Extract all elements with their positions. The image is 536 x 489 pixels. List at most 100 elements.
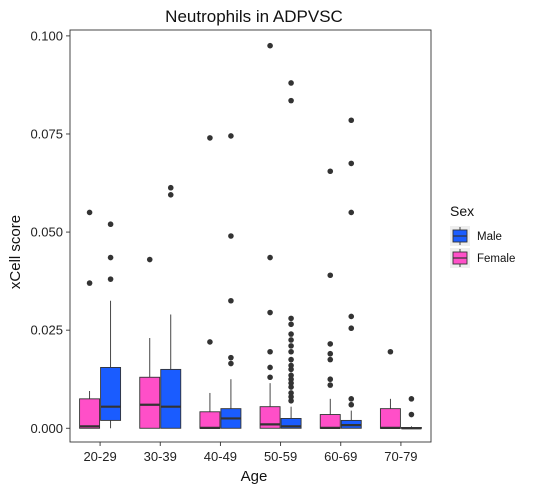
outlier-point bbox=[288, 390, 294, 396]
box-female-40-49 bbox=[199, 135, 221, 429]
outlier-point bbox=[348, 396, 355, 402]
legend-label-male: Male bbox=[477, 231, 502, 243]
outlier-point bbox=[327, 350, 334, 357]
box-body bbox=[79, 398, 101, 429]
outlier-point bbox=[86, 209, 93, 216]
legend: Sex Male Female bbox=[450, 203, 515, 268]
plot-panel-border bbox=[69, 29, 432, 443]
box-male-30-39 bbox=[160, 184, 182, 429]
outlier-point bbox=[167, 184, 174, 191]
legend-item-male: Male bbox=[450, 226, 502, 246]
outlier-point bbox=[288, 348, 294, 355]
x-tick-label: 60-69 bbox=[324, 449, 357, 464]
outlier-point bbox=[288, 372, 294, 379]
outlier-point bbox=[288, 331, 294, 337]
box-male-40-49 bbox=[220, 133, 242, 429]
outlier-point bbox=[146, 256, 153, 263]
box-body bbox=[379, 408, 401, 429]
outlier-point bbox=[267, 254, 273, 261]
outlier-point bbox=[267, 42, 273, 49]
box-male-60-69 bbox=[340, 117, 362, 429]
outlier-point bbox=[86, 280, 93, 286]
outlier-point bbox=[228, 360, 234, 367]
legend-label-female: Female bbox=[477, 253, 515, 265]
outlier-point bbox=[207, 339, 213, 345]
chart-title: Neutrophils in ADPVSC bbox=[165, 7, 343, 26]
x-axis-title: Age bbox=[241, 468, 268, 485]
outlier-point bbox=[288, 337, 294, 343]
outlier-point bbox=[288, 80, 294, 86]
box-body bbox=[160, 368, 182, 429]
y-tick-label: 0.100 bbox=[30, 28, 63, 43]
outlier-point bbox=[207, 135, 213, 141]
outlier-point bbox=[267, 348, 273, 355]
outlier-point bbox=[228, 133, 234, 139]
box-female-60-69 bbox=[319, 168, 341, 429]
box-body bbox=[100, 366, 122, 421]
box-body bbox=[199, 411, 221, 429]
x-tick-label: 70-79 bbox=[384, 449, 417, 464]
outlier-point bbox=[288, 315, 294, 322]
outlier-point bbox=[288, 343, 294, 349]
outlier-point bbox=[288, 376, 294, 383]
x-tick-label: 40-49 bbox=[204, 449, 237, 464]
outlier-point bbox=[348, 209, 355, 216]
box-female-30-39 bbox=[139, 256, 161, 429]
outlier-point bbox=[107, 254, 114, 261]
y-tick-label: 0.000 bbox=[30, 421, 63, 436]
outlier-point bbox=[167, 192, 174, 198]
outlier-point bbox=[348, 401, 355, 408]
outlier-point bbox=[288, 394, 294, 400]
outlier-point bbox=[348, 313, 355, 320]
box-body bbox=[319, 414, 341, 429]
outlier-point bbox=[327, 341, 334, 347]
outlier-point bbox=[107, 276, 114, 282]
box-male-70-79 bbox=[400, 396, 422, 430]
box-male-50-59 bbox=[280, 80, 302, 429]
box-female-20-29 bbox=[79, 209, 101, 429]
outlier-point bbox=[408, 411, 415, 418]
box-male-20-29 bbox=[100, 221, 122, 429]
outlier-point bbox=[288, 380, 294, 386]
outlier-point bbox=[288, 356, 294, 363]
outlier-point bbox=[348, 325, 355, 332]
box-body bbox=[259, 406, 281, 429]
outlier-point bbox=[327, 356, 334, 363]
outlier-point bbox=[267, 364, 273, 371]
outlier-point bbox=[288, 362, 294, 369]
outlier-point bbox=[327, 382, 334, 388]
outlier-point bbox=[288, 321, 294, 328]
outlier-point bbox=[267, 374, 273, 381]
x-tick-label: 20-29 bbox=[83, 449, 116, 464]
box-body bbox=[280, 418, 302, 429]
y-tick-label: 0.050 bbox=[30, 225, 63, 240]
outlier-point bbox=[288, 384, 294, 390]
outlier-point bbox=[408, 396, 415, 402]
y-tick-label: 0.025 bbox=[30, 323, 63, 338]
outlier-point bbox=[288, 366, 294, 373]
box-female-50-59 bbox=[259, 42, 281, 429]
outlier-point bbox=[228, 354, 234, 361]
outlier-point bbox=[327, 168, 334, 175]
y-axis-title: xCell score bbox=[7, 215, 24, 289]
x-tick-label: 30-39 bbox=[144, 449, 177, 464]
outlier-point bbox=[228, 233, 234, 239]
y-tick-label: 0.075 bbox=[30, 126, 63, 141]
outlier-point bbox=[288, 97, 294, 104]
outlier-point bbox=[107, 221, 114, 228]
outlier-point bbox=[228, 297, 234, 304]
outlier-point bbox=[327, 272, 334, 279]
outlier-point bbox=[267, 309, 273, 316]
legend-title: Sex bbox=[450, 203, 474, 219]
outlier-point bbox=[387, 348, 394, 355]
outlier-point bbox=[348, 160, 355, 167]
plot-area: 0.000 0.025 0.050 0.075 0.100 20-29 30-39 40-49… bbox=[30, 28, 432, 464]
x-tick-label: 50-59 bbox=[264, 449, 297, 464]
outlier-point bbox=[348, 117, 355, 124]
outlier-point bbox=[288, 398, 294, 404]
box-body bbox=[139, 376, 161, 429]
legend-item-female: Female bbox=[450, 248, 515, 268]
outlier-point bbox=[327, 376, 334, 383]
box-female-70-79 bbox=[379, 348, 401, 429]
